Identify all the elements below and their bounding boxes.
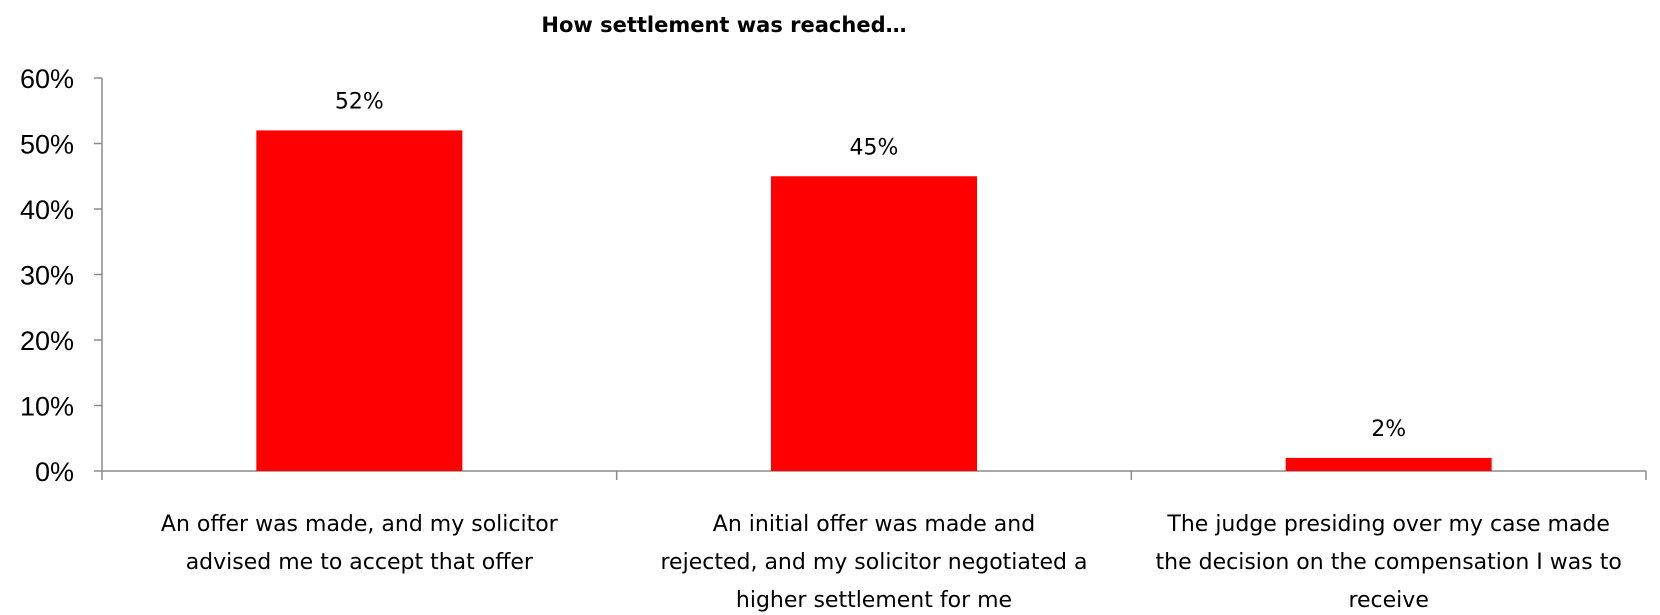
category-labels: An offer was made, and my solicitor advis… (161, 512, 1622, 613)
bar (771, 176, 977, 471)
y-tick-label: 50% (20, 130, 74, 160)
y-tick-label: 30% (20, 261, 74, 291)
bar (1285, 457, 1492, 471)
data-label: 45% (850, 135, 899, 160)
y-tick-label: 10% (20, 392, 74, 422)
bars (256, 130, 1492, 471)
category-label: An initial offer was made and (713, 512, 1035, 537)
category-label: advised me to accept that offer (186, 550, 534, 575)
y-tick-label: 40% (20, 195, 74, 225)
y-tick-label: 20% (20, 326, 74, 356)
category-label: The judge presiding over my case made (1166, 512, 1610, 537)
y-tick-label: 60% (20, 64, 74, 94)
chart-title: How settlement was reached… (541, 13, 906, 37)
bar (256, 130, 463, 471)
category-label: An offer was made, and my solicitor (161, 512, 559, 537)
y-tick-label: 0% (35, 457, 74, 487)
data-labels: 52% 45% 2% (335, 89, 1406, 442)
x-axis (101, 470, 1647, 480)
category-label: higher settlement for me (736, 588, 1012, 613)
category-label: receive (1348, 588, 1428, 613)
category-label: the decision on the compensation I was t… (1156, 550, 1622, 575)
y-axis: 0% 10% 20% 30% 40% 50% 60% (20, 64, 103, 487)
category-label: rejected, and my solicitor negotiated a (661, 550, 1088, 575)
data-label: 52% (335, 89, 384, 114)
data-label: 2% (1371, 417, 1406, 442)
